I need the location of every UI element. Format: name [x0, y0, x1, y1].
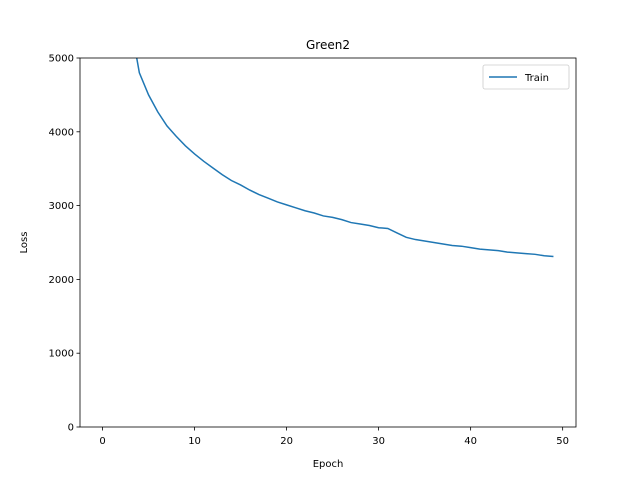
- y-tick-label: 5000: [49, 54, 74, 65]
- y-tick-label: 1000: [49, 349, 74, 360]
- x-tick-label: 50: [556, 436, 569, 447]
- y-tick-label: 0: [68, 423, 74, 434]
- legend-box: [482, 64, 570, 90]
- y-tick-label: 2000: [49, 275, 74, 286]
- x-tick-label: 40: [464, 436, 477, 447]
- legend-label: Train: [524, 73, 549, 84]
- x-tick-label: 30: [372, 436, 385, 447]
- axes-frame: [79, 57, 577, 428]
- x-tick-label: 10: [188, 436, 201, 447]
- x-axis-label: Epoch: [313, 459, 344, 470]
- plot-area: [135, 58, 554, 258]
- y-axis-label: Loss: [19, 232, 30, 254]
- x-tick-label: 20: [280, 436, 293, 447]
- chart-title: Green2: [306, 38, 350, 52]
- y-tick-label: 3000: [49, 201, 74, 212]
- line: [135, 58, 554, 258]
- x-tick-label: 0: [99, 436, 105, 447]
- y-tick-label: 4000: [49, 127, 74, 138]
